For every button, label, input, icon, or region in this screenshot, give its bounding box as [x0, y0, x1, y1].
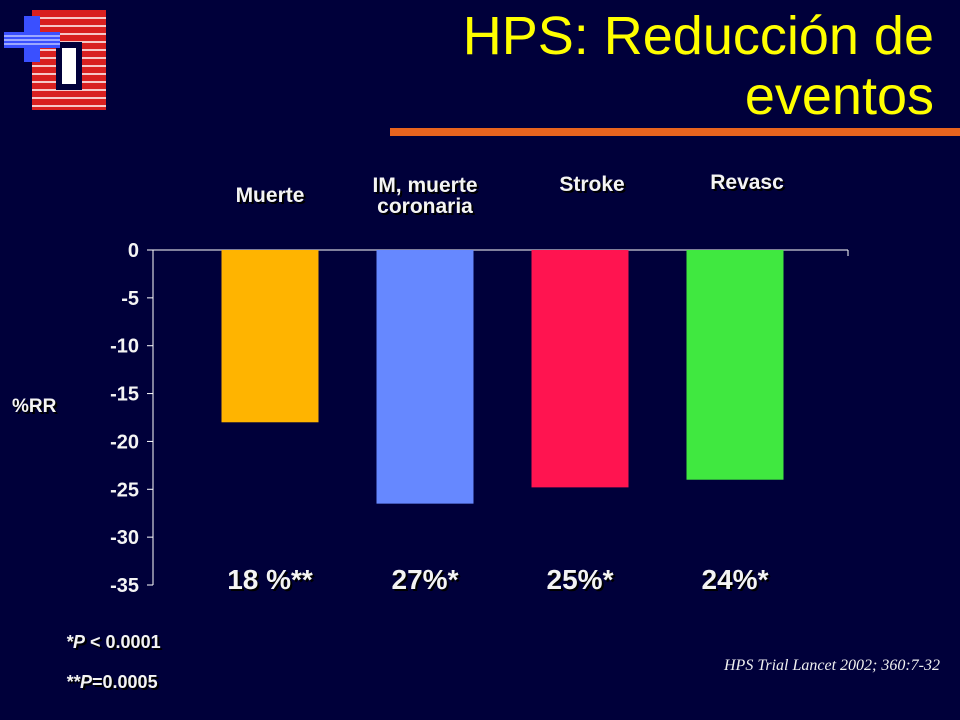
- title-line-1: HPS: Reducción de: [462, 6, 934, 66]
- category-label-2: Stroke: [559, 173, 625, 196]
- percent-label-muerte: 18 %**: [227, 564, 313, 595]
- bar-2: [531, 250, 629, 488]
- title-line-2: eventos: [744, 66, 934, 126]
- title-divider: [390, 128, 960, 136]
- category-label-3: Revasc: [710, 171, 784, 194]
- percent-label-revasc: 24%*: [701, 564, 769, 595]
- y-tick-label: -5: [121, 288, 139, 310]
- y-tick-label: -15: [110, 384, 139, 406]
- category-label-1: IM, muerte coronaria: [372, 174, 478, 218]
- y-axis-label: %RR: [12, 396, 57, 417]
- source-citation: HPS Trial Lancet 2002; 360:7-32: [724, 657, 940, 674]
- y-tick-label: -20: [110, 431, 139, 453]
- bar-3: [686, 250, 784, 480]
- y-tick-label: -10: [110, 336, 139, 358]
- slide-title: HPS: Reducción de eventos: [294, 6, 934, 126]
- y-tick-label: -30: [110, 527, 139, 549]
- percent-label-im: 27%*: [391, 564, 459, 595]
- percent-label-stroke: 25%*: [546, 564, 614, 595]
- p-value-note-2: **P=0.0005: [66, 672, 158, 692]
- bar-0: [221, 250, 319, 423]
- category-label-0: Muerte: [235, 184, 305, 207]
- p-value-note-1: *P < 0.0001: [66, 632, 161, 652]
- y-tick-label: -35: [110, 575, 139, 597]
- hospital-logo-icon: [4, 10, 106, 110]
- y-tick-label: 0: [128, 240, 139, 262]
- bar-1: [376, 250, 474, 504]
- y-tick-label: -25: [110, 479, 139, 501]
